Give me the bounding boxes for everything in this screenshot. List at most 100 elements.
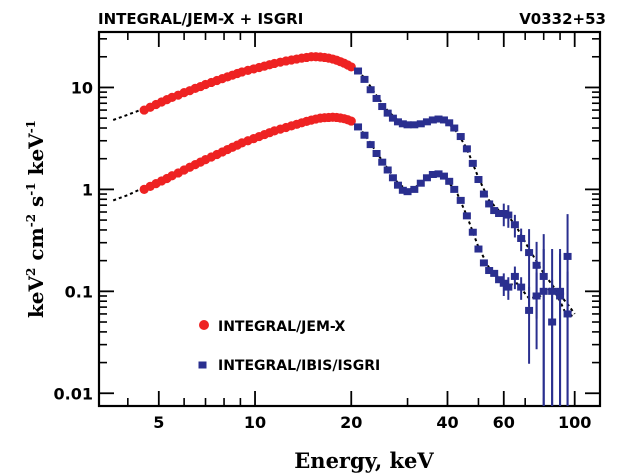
isgri-point	[439, 116, 448, 124]
isgri-point	[510, 221, 519, 229]
x-tick-label: 20	[340, 413, 362, 432]
isgri-point	[468, 159, 477, 167]
jemx-point	[346, 62, 356, 72]
isgri-point	[450, 185, 459, 193]
axis-ticks	[99, 32, 600, 406]
isgri-point	[403, 121, 412, 129]
model-curve	[112, 116, 576, 320]
isgri-point	[378, 103, 387, 111]
isgri-point	[485, 200, 494, 208]
y-label-part-b: cm	[24, 227, 48, 267]
isgri-point	[416, 179, 425, 187]
isgri-point	[556, 287, 565, 295]
x-tick-label: 10	[244, 413, 266, 432]
isgri-point	[422, 118, 431, 126]
isgri-point	[539, 287, 548, 295]
isgri-point	[445, 119, 454, 127]
isgri-point	[428, 116, 437, 124]
isgri-point	[416, 120, 425, 128]
isgri-point	[366, 86, 375, 94]
isgri-point	[499, 279, 508, 287]
isgri-point	[388, 114, 397, 122]
y-tick-label: 0.1	[65, 282, 93, 301]
chart-title: INTEGRAL/JEM-X + ISGRI	[98, 10, 303, 28]
isgri-point	[360, 75, 369, 83]
x-tick-label: 100	[558, 413, 591, 432]
isgri-point	[517, 283, 526, 291]
isgri-point	[378, 158, 387, 166]
isgri-point	[434, 170, 443, 178]
legend-jemx-label: INTEGRAL/JEM-X	[218, 319, 346, 335]
isgri-point	[490, 207, 499, 215]
y-label-sup-a: 2	[24, 268, 38, 276]
isgri-point	[532, 292, 541, 300]
y-label-part-c: s	[24, 196, 48, 214]
isgri-point	[354, 67, 363, 75]
isgri-point	[525, 306, 534, 314]
isgri-point	[393, 118, 402, 126]
isgri-point	[410, 185, 419, 193]
legend-jemx-marker	[199, 320, 209, 330]
isgri-point	[410, 121, 419, 129]
isgri-point	[479, 190, 488, 198]
isgri-point	[398, 186, 407, 194]
isgri-point	[439, 172, 448, 180]
isgri-point	[563, 310, 572, 318]
isgri-point	[354, 123, 363, 131]
jemx-point	[346, 116, 356, 126]
source-name: V0332+53	[519, 10, 606, 28]
isgri-point	[428, 170, 437, 178]
isgri-point	[504, 211, 513, 219]
y-label-sup-d: -1	[24, 120, 38, 133]
isgri-point	[372, 149, 381, 157]
y-axis-label: keV2 cm-2 s-1 keV-1	[24, 120, 48, 318]
x-tick-label: 60	[493, 413, 515, 432]
isgri-point	[548, 318, 557, 326]
data-points	[139, 52, 572, 406]
isgri-point	[479, 259, 488, 267]
isgri-point	[445, 177, 454, 185]
isgri-point	[450, 124, 459, 132]
isgri-point	[398, 120, 407, 128]
isgri-point	[383, 109, 392, 117]
isgri-point	[495, 210, 504, 218]
x-tick-label: 40	[436, 413, 458, 432]
isgri-point	[422, 174, 431, 182]
isgri-point	[372, 94, 381, 102]
isgri-point	[563, 252, 572, 260]
isgri-point	[388, 174, 397, 182]
legend-isgri-marker	[198, 361, 207, 369]
isgri-point	[485, 267, 494, 275]
isgri-point	[517, 234, 526, 242]
y-tick-label: 0.01	[54, 384, 93, 403]
isgri-point	[383, 166, 392, 174]
isgri-point	[366, 141, 375, 149]
isgri-point	[434, 115, 443, 123]
isgri-point	[462, 145, 471, 153]
isgri-point	[504, 283, 513, 291]
isgri-point	[462, 212, 471, 220]
x-axis-label: Energy, keV	[294, 448, 434, 473]
y-label-sup-c: -1	[24, 182, 38, 195]
axis-tick-labels: 5 10 20 40 60 100 0.01 0.1 1 10	[54, 78, 592, 432]
isgri-point	[499, 210, 508, 218]
isgri-point	[510, 272, 519, 280]
isgri-point	[393, 181, 402, 189]
isgri-point	[490, 269, 499, 277]
isgri-point	[532, 261, 541, 269]
isgri-point	[456, 196, 465, 204]
isgri-point	[495, 276, 504, 284]
legend: INTEGRAL/JEM-X INTEGRAL/IBIS/ISGRI	[198, 319, 380, 374]
isgri-point	[474, 245, 483, 253]
isgri-point	[474, 176, 483, 184]
isgri-point	[468, 228, 477, 236]
y-label-part-d: keV	[24, 133, 48, 183]
y-tick-label: 1	[82, 180, 93, 199]
isgri-point	[456, 133, 465, 141]
y-tick-label: 10	[71, 78, 93, 97]
legend-isgri-label: INTEGRAL/IBIS/ISGRI	[218, 358, 380, 374]
isgri-point	[360, 131, 369, 139]
y-label-part-a: keV	[24, 275, 48, 318]
